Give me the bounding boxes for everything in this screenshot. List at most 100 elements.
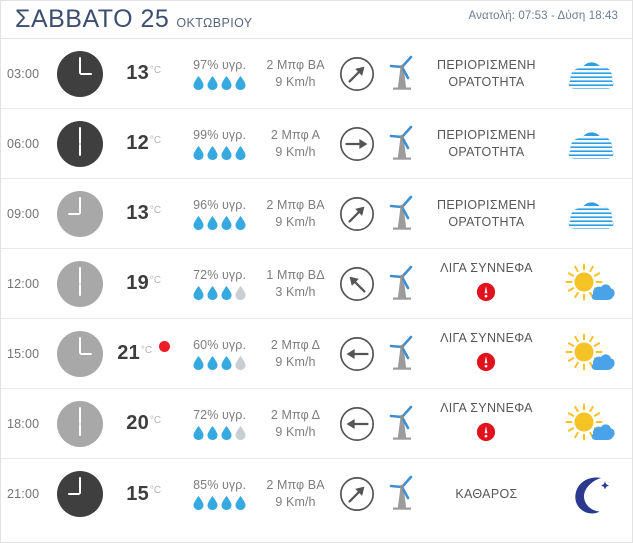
humidity-drops [184,145,254,160]
temperature-unit: °C [149,274,162,286]
condition-cell: ΠΕΡΙΟΡΙΣΜΕΝΗ ΟΡΑΤΟΤΗΤΑ [424,127,549,161]
wind-direction-cell [336,54,424,94]
uv-warning-badge-icon [477,282,496,302]
wind-direction-left-icon [340,126,375,161]
humidity-drop-icon [221,496,232,510]
wind-speed-label: 9 Km/h [275,354,316,369]
humidity-drop-icon [235,215,246,230]
condition-label: ΚΑΘΑΡΟΣ [455,486,518,501]
humidity-drop-icon [207,355,218,370]
wind-direction-cell [336,194,424,234]
forecast-row[interactable]: 12:00 19°C 72% υγρ. 1 Μπφ ΒΔ 3 Km/h ΛΙΓΑ ΣΥΝΝ… [1,249,632,319]
humidity-label: 96% υγρ. [193,197,247,212]
humidity-drops [184,285,254,300]
clock-minute-hand [79,477,81,494]
sun-cloud-icon [565,333,615,370]
humidity-drop-icon [221,355,232,370]
wind-force-label: 2 Μπφ ΒΑ [266,57,325,72]
uv-warning-badge-icon [477,422,496,442]
humidity-drop-icon [207,145,218,160]
wind-force-label: 2 Μπφ Α [270,127,321,142]
condition-cell: ΛΙΓΑ ΣΥΝΝΕΦΑ [424,260,549,307]
clock-minute-hand [79,336,81,354]
sun-cloud-icon [565,403,615,440]
time-label: 15:00 [7,346,40,361]
humidity-drop-icon [207,496,218,510]
wind-cell: 2 Μπφ Δ 9 Km/h [255,337,336,371]
forecast-row[interactable]: 15:00 21°C 60% υγρ. 2 Μπφ Δ 9 Km/h ΛΙΓΑ ΣΥΝΝΕ… [1,319,632,389]
humidity-drop-icon [207,285,218,300]
time-cell: 21:00 [1,471,103,517]
wind-cell: 2 Μπφ ΒΑ 9 Km/h [255,477,336,511]
clock-hour-hand [80,352,92,355]
humidity-drop-icon [207,215,218,230]
clock-minute-hand [79,56,81,74]
fog-icon [568,131,613,159]
forecast-row[interactable]: 03:00 13°C 97% υγρ. 2 Μπφ ΒΑ 9 Km/h ΠΕΡΙΟΡΙΣΜ… [1,39,632,109]
forecast-row[interactable]: 06:00 12°C 99% υγρ. 2 Μπφ Α 9 Km/h ΠΕΡΙΟΡΙΣΜΕ… [1,109,632,179]
max-temperature-dot [159,341,171,352]
wind-direction-cell [336,474,424,514]
clock-icon [57,400,103,447]
humidity-cell: 60% υγρ. [184,338,254,370]
sun-cloud-icon [565,263,615,300]
temperature-cell: 15°C [103,483,184,506]
wind-cell: 2 Μπφ ΒΑ 9 Km/h [255,57,336,91]
humidity-drop-icon [193,355,204,370]
humidity-drop-icon [235,145,246,160]
temperature-value: 15 [126,482,149,505]
wind-speed-label: 9 Km/h [275,424,316,439]
forecast-row[interactable]: 09:00 13°C 96% υγρ. 2 Μπφ ΒΑ 9 Km/h ΠΕΡΙΟΡΙΣΜ… [1,179,632,249]
wind-direction-cell [336,124,424,164]
humidity-drop-icon [207,425,218,440]
humidity-drops [184,215,254,230]
weather-icon-cell [549,122,632,166]
humidity-drop-icon [193,145,204,160]
humidity-drop-icon [207,75,218,90]
fog-icon [568,201,613,229]
humidity-cell: 96% υγρ. [184,198,254,230]
humidity-drop-icon [235,75,246,90]
wind-direction-down-left-icon [340,196,375,231]
wind-direction-down-right-icon [340,266,375,301]
wind-turbine-icon [389,55,413,90]
humidity-drops [184,496,254,510]
clock-hour-hand [79,423,81,436]
wind-turbine-icon [389,195,413,230]
temperature-cell: 12°C [103,132,184,155]
forecast-row[interactable]: 18:00 20°C 72% υγρ. 2 Μπφ Δ 9 Km/h ΛΙΓΑ ΣΥΝΝΕ… [1,389,632,459]
clock-minute-hand [79,266,81,284]
temperature-cell: 13°C [103,62,184,85]
condition-label: ΠΕΡΙΟΡΙΣΜΕΝΗ ΟΡΑΤΟΤΗΤΑ [437,127,536,159]
humidity-drop-icon [193,425,204,440]
condition-cell: ΚΑΘΑΡΟΣ [424,486,549,503]
temperature-value: 21 [117,342,140,364]
humidity-label: 99% υγρ. [193,127,247,142]
wind-force-label: 1 Μπφ ΒΔ [266,267,325,282]
wind-turbine-icon [389,265,413,300]
humidity-drop-icon [221,215,232,230]
humidity-label: 97% υγρ. [193,57,247,72]
condition-cell: ΠΕΡΙΟΡΙΣΜΕΝΗ ΟΡΑΤΟΤΗΤΑ [424,57,549,91]
humidity-cell: 85% υγρ. [184,478,254,510]
wind-force-label: 2 Μπφ ΒΑ [266,197,325,212]
wind-turbine-icon [389,475,413,510]
humidity-drop-icon [221,425,232,440]
wind-cell: 2 Μπφ ΒΑ 9 Km/h [255,197,336,231]
forecast-rows: 03:00 13°C 97% υγρ. 2 Μπφ ΒΑ 9 Km/h ΠΕΡΙΟΡΙΣΜ… [1,39,632,529]
wind-speed-label: 3 Km/h [275,284,316,299]
wind-speed-label: 9 Km/h [275,74,316,89]
humidity-drops [184,355,254,370]
temperature-value: 19 [126,272,149,294]
temperature-cell: 13°C [103,202,184,225]
condition-label: ΛΙΓΑ ΣΥΝΝΕΦΑ [440,261,533,275]
temperature-value: 13 [126,202,149,224]
time-label: 12:00 [7,276,40,291]
condition-cell: ΛΙΓΑ ΣΥΝΝΕΦΑ [424,330,549,377]
humidity-label: 60% υγρ. [193,337,247,352]
humidity-drops [184,75,254,90]
forecast-row[interactable]: 21:00 15°C 85% υγρ. 2 Μπφ ΒΑ 9 Km/h ΚΑΘΑΡΟΣ [1,459,632,529]
wind-cell: 2 Μπφ Δ 9 Km/h [255,407,336,441]
wind-direction-cell [336,404,424,444]
